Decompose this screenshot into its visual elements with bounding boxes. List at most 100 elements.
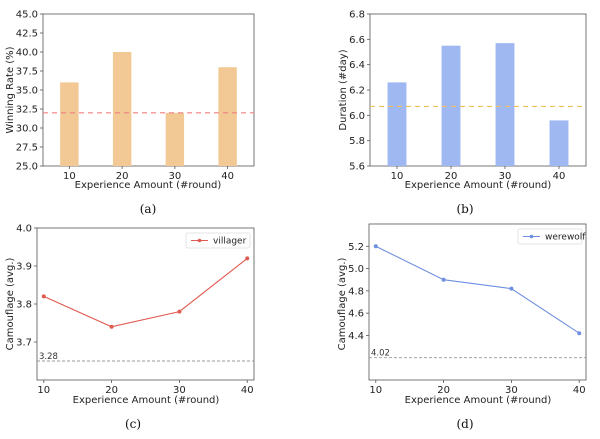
data-point-werewolf-20 [441,277,446,282]
bar-20 [112,52,132,166]
data-point-villager-40 [245,256,250,261]
x-tick-label: 30 [173,385,186,396]
chart-a-x-label: Experience Amount (#round) [75,180,222,191]
y-tick-label: 5.0 [348,264,364,275]
x-tick-label: 20 [105,385,118,396]
series-line-werewolf [375,245,580,334]
y-tick-label: 35.0 [16,86,38,97]
y-tick-label: 5.2 [348,242,364,253]
data-point-werewolf-40 [577,331,582,336]
chart-d-werewolf-camouflage: 4.02 4.4 4.6 4.8 5.0 5.2 10 20 30 40 werewolf E… [337,223,587,431]
chart-b-bars [387,43,569,167]
chart-c-villager-camouflage: 3.28 3.7 3.8 3.9 4.0 10 20 30 40 villager Expe… [5,224,255,431]
y-tick-label: 40.0 [16,48,38,59]
chart-b-x-label: Experience Amount (#round) [405,180,552,191]
chart-c-caption: (c) [125,417,141,431]
chart-b-y-label: Duration (#day) [338,49,349,130]
chart-c-legend: villager [185,232,251,249]
y-tick-label: 45.0 [16,10,38,21]
x-tick-label: 30 [169,171,182,182]
data-point-villager-10 [41,294,46,299]
chart-d-series [373,244,582,336]
chart-d-x-ticks: 10 20 30 40 [369,380,586,396]
chart-a-y-label: Winning Rate (%) [5,46,16,133]
data-point-werewolf-10 [373,244,378,249]
chart-a-y-ticks: 25.0 27.5 30.0 32.5 35.0 37.5 40.0 42.5 45.0 [16,10,43,173]
y-tick-label: 42.5 [16,29,38,40]
x-tick-label: 10 [37,385,50,396]
legend-box [517,228,583,245]
bar-40 [549,120,569,166]
y-tick-label: 5.8 [349,136,365,147]
chart-d-caption: (d) [456,417,473,431]
chart-c-series [41,256,250,329]
y-tick-label: 3.9 [16,262,32,273]
legend-label-werewolf: werewolf [545,233,586,243]
chart-d-legend: werewolf [517,228,586,245]
bar-20 [441,45,461,166]
x-tick-label: 20 [437,385,450,396]
reference-line-label: 3.28 [39,352,58,362]
chart-d-plot-area [368,223,587,381]
chart-b-duration: 5.6 5.8 6.0 6.2 6.4 6.6 6.8 10 20 30 40 Experienc… [338,10,587,216]
y-tick-label: 4.8 [348,286,364,297]
x-tick-label: 20 [445,171,458,182]
y-tick-label: 6.0 [349,111,365,122]
chart-a-caption: (a) [140,202,157,216]
bar-30 [165,112,185,166]
y-tick-label: 4.6 [348,309,364,320]
y-tick-label: 27.5 [16,143,38,154]
chart-b-caption: (b) [456,202,473,216]
legend-box [185,232,251,249]
bar-30 [495,43,515,167]
x-tick-label: 40 [221,171,234,182]
chart-d-reference-line: 4.02 [369,349,586,359]
y-tick-label: 3.8 [16,300,32,311]
y-tick-label: 3.7 [16,338,32,349]
y-tick-label: 4.0 [16,224,32,235]
chart-c-y-ticks: 3.7 3.8 3.9 4.0 [16,224,37,349]
y-tick-label: 6.8 [349,10,365,21]
y-tick-label: 6.6 [349,35,365,46]
legend-label-villager: villager [213,237,247,247]
series-line-villager [43,257,248,328]
chart-a-winning-rate: 25.0 27.5 30.0 32.5 35.0 37.5 40.0 42.5 45.0 10 2… [5,10,255,216]
x-tick-label: 30 [505,385,518,396]
chart-d-y-label: Camouflage (avg.) [337,258,348,351]
x-tick-label: 10 [63,171,76,182]
chart-a-x-ticks: 10 20 30 40 [63,166,234,182]
reference-line-label: 4.02 [371,349,390,359]
data-point-werewolf-30 [509,286,514,291]
data-point-villager-20 [109,324,114,329]
chart-c-y-label: Camouflage (avg.) [5,258,16,351]
legend-marker-werewolf [529,234,534,239]
bar-40 [218,67,237,166]
chart-c-plot-area [36,227,255,381]
legend-marker-villager [197,238,202,243]
x-tick-label: 40 [241,385,254,396]
y-tick-label: 32.5 [16,105,38,116]
x-tick-label: 20 [116,171,129,182]
y-tick-label: 6.2 [349,86,365,97]
y-tick-label: 30.0 [16,124,38,135]
chart-c-x-label: Experience Amount (#round) [73,395,220,406]
bar-10 [387,82,407,166]
x-tick-label: 40 [573,385,586,396]
x-tick-label: 40 [553,171,566,182]
chart-a-bars [60,52,237,166]
bar-10 [60,82,79,166]
y-tick-label: 5.6 [349,162,365,173]
chart-c-reference-line: 3.28 [37,352,254,362]
chart-c-x-ticks: 10 20 30 40 [37,380,254,396]
chart-d-y-ticks: 4.4 4.6 4.8 5.0 5.2 [348,242,369,342]
chart-b-x-ticks: 10 20 30 40 [391,166,566,182]
y-tick-label: 25.0 [16,162,38,173]
y-tick-label: 4.4 [348,331,364,342]
y-tick-label: 6.4 [349,60,365,71]
x-tick-label: 10 [369,385,382,396]
chart-d-x-label: Experience Amount (#round) [405,395,552,406]
y-tick-label: 37.5 [16,67,38,78]
chart-b-y-ticks: 5.6 5.8 6.0 6.2 6.4 6.6 6.8 [349,10,370,173]
data-point-villager-30 [177,309,182,314]
